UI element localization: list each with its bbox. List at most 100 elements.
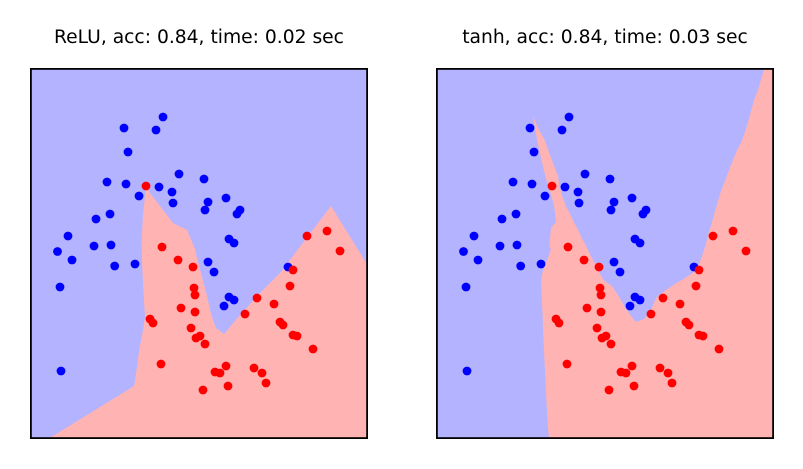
data-point-red <box>563 242 573 252</box>
data-point-red <box>221 361 231 371</box>
data-point-blue <box>229 295 239 305</box>
data-point-blue <box>174 169 184 179</box>
data-point-blue <box>525 123 535 133</box>
data-point-red <box>148 318 158 328</box>
data-point-blue <box>158 112 168 122</box>
data-point-red <box>667 378 677 388</box>
data-point-blue <box>232 209 242 219</box>
data-point-red <box>684 320 694 330</box>
data-point-blue <box>625 301 635 311</box>
data-point-red <box>302 231 312 241</box>
data-point-blue <box>55 282 65 292</box>
data-point-blue <box>89 241 99 251</box>
data-point-blue <box>573 187 583 197</box>
data-point-blue <box>606 205 616 215</box>
decision-boundary-plot-tanh <box>436 68 774 439</box>
data-point-blue <box>461 282 471 292</box>
data-point-red <box>141 181 151 191</box>
data-point-blue <box>473 255 483 265</box>
data-point-blue <box>609 257 619 267</box>
data-point-red <box>708 231 718 241</box>
data-point-blue <box>221 193 231 203</box>
data-point-blue <box>516 261 526 271</box>
data-point-blue <box>130 259 140 269</box>
data-point-red <box>322 226 332 236</box>
data-point-blue <box>203 197 213 207</box>
data-point-red <box>257 368 267 378</box>
data-point-red <box>188 262 198 272</box>
data-point-blue <box>536 259 546 269</box>
data-point-blue <box>605 174 615 184</box>
data-point-red <box>601 331 611 341</box>
data-point-blue <box>635 295 645 305</box>
data-point-red <box>292 331 302 341</box>
data-point-red <box>200 339 210 349</box>
data-point-red <box>335 246 345 256</box>
data-point-blue <box>63 231 73 241</box>
data-point-red <box>261 378 271 388</box>
data-point-red <box>190 290 200 300</box>
decision-boundary-plot-relu <box>30 68 368 439</box>
subplot-title-tanh: tanh, acc: 0.84, time: 0.03 sec <box>462 27 748 48</box>
data-point-blue <box>168 198 178 208</box>
data-point-red <box>308 344 318 354</box>
data-point-red <box>596 290 606 300</box>
data-point-blue <box>151 125 161 135</box>
data-point-blue <box>495 241 505 251</box>
data-point-red <box>714 344 724 354</box>
data-point-blue <box>209 267 219 277</box>
data-point-blue <box>627 193 637 203</box>
data-point-red <box>176 303 186 313</box>
data-point-red <box>156 359 166 369</box>
data-point-blue <box>469 231 479 241</box>
data-point-blue <box>529 147 539 157</box>
data-point-red <box>621 368 631 378</box>
data-point-blue <box>540 191 550 201</box>
data-point-blue <box>134 191 144 201</box>
data-point-red <box>198 385 208 395</box>
data-point-red <box>655 363 665 373</box>
data-point-blue <box>167 187 177 197</box>
data-point-red <box>675 299 685 309</box>
data-point-red <box>582 303 592 313</box>
data-point-blue <box>574 198 584 208</box>
data-point-red <box>562 359 572 369</box>
data-point-red <box>691 281 701 291</box>
data-point-blue <box>564 112 574 122</box>
data-point-blue <box>615 267 625 277</box>
data-point-blue <box>53 247 62 256</box>
data-point-blue <box>199 174 209 184</box>
data-point-red <box>189 283 199 293</box>
axes-frame <box>436 68 774 439</box>
data-point-red <box>554 318 564 328</box>
data-point-red <box>186 323 196 333</box>
data-point-red <box>592 323 602 333</box>
data-point-red <box>663 368 673 378</box>
data-point-red <box>698 331 708 341</box>
data-point-blue <box>106 240 116 250</box>
data-point-red <box>629 381 639 391</box>
data-point-red <box>173 255 183 265</box>
data-point-blue <box>56 366 66 376</box>
data-point-blue <box>229 238 239 248</box>
data-point-red <box>741 246 751 256</box>
data-point-blue <box>105 209 115 219</box>
data-point-red <box>595 283 605 293</box>
data-point-red <box>579 255 589 265</box>
data-point-blue <box>638 209 648 219</box>
data-point-red <box>190 307 200 317</box>
data-point-red <box>658 293 668 303</box>
data-point-blue <box>560 182 570 192</box>
axes-frame <box>30 68 368 439</box>
data-point-red <box>195 331 205 341</box>
data-point-red <box>278 320 288 330</box>
region-class-red <box>533 69 774 439</box>
data-point-blue <box>123 147 133 157</box>
data-point-blue <box>511 209 521 219</box>
data-point-red <box>646 309 656 319</box>
data-point-red <box>240 309 250 319</box>
data-point-red <box>288 265 298 275</box>
data-point-blue <box>512 240 522 250</box>
data-point-blue <box>635 238 645 248</box>
data-point-red <box>249 363 259 373</box>
